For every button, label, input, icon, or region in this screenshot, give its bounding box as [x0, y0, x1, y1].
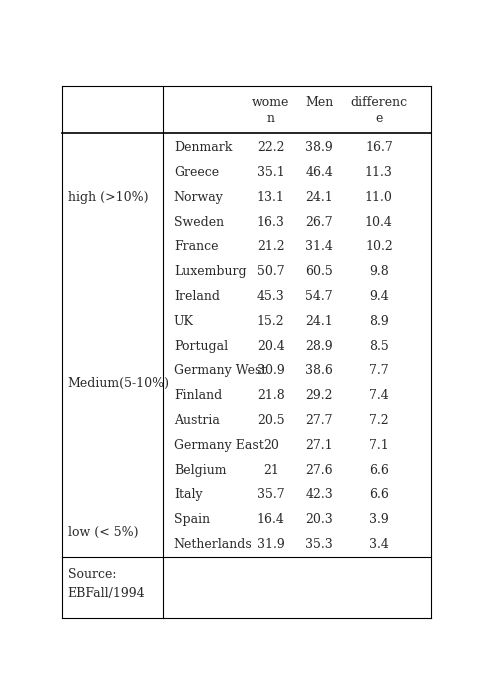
Text: 7.2: 7.2 [368, 414, 388, 427]
Text: 10.2: 10.2 [364, 240, 392, 253]
Text: Spain: Spain [173, 513, 209, 526]
Text: 27.7: 27.7 [305, 414, 332, 427]
Text: 9.4: 9.4 [368, 290, 388, 303]
Text: 38.9: 38.9 [305, 141, 332, 154]
Text: Belgium: Belgium [173, 464, 226, 477]
Text: Portugal: Portugal [173, 339, 228, 353]
Text: Sweden: Sweden [173, 215, 224, 229]
Text: 7.4: 7.4 [368, 389, 388, 402]
Text: e: e [374, 112, 382, 125]
Text: 7.7: 7.7 [368, 365, 388, 377]
Text: Netherlands: Netherlands [173, 538, 252, 551]
Text: 27.1: 27.1 [305, 439, 332, 452]
Text: France: France [173, 240, 218, 253]
Text: Finland: Finland [173, 389, 222, 402]
Text: 6.6: 6.6 [368, 464, 388, 477]
Text: 45.3: 45.3 [256, 290, 284, 303]
Text: 20.3: 20.3 [305, 513, 332, 526]
Text: Norway: Norway [173, 191, 223, 204]
Text: 16.7: 16.7 [364, 141, 392, 154]
Text: 28.9: 28.9 [305, 339, 332, 353]
Text: 46.4: 46.4 [305, 166, 333, 179]
Text: 21: 21 [262, 464, 278, 477]
Text: 27.6: 27.6 [305, 464, 332, 477]
Text: 26.7: 26.7 [305, 215, 332, 229]
Text: 6.6: 6.6 [368, 489, 388, 501]
Text: 24.1: 24.1 [305, 315, 332, 328]
Text: 8.5: 8.5 [368, 339, 388, 353]
Text: Denmark: Denmark [173, 141, 232, 154]
Text: 20: 20 [262, 439, 278, 452]
Text: 42.3: 42.3 [305, 489, 332, 501]
Text: EBFall/1994: EBFall/1994 [67, 587, 145, 600]
Text: 21.8: 21.8 [256, 389, 284, 402]
Text: 60.5: 60.5 [305, 265, 332, 278]
Text: 16.3: 16.3 [256, 215, 284, 229]
Text: 31.9: 31.9 [256, 538, 284, 551]
Text: Italy: Italy [173, 489, 202, 501]
Text: Medium(5-10%): Medium(5-10%) [67, 377, 169, 390]
Text: 16.4: 16.4 [256, 513, 284, 526]
Text: 20.4: 20.4 [256, 339, 284, 353]
Text: Ireland: Ireland [173, 290, 219, 303]
Text: wome: wome [252, 96, 289, 109]
Text: 11.3: 11.3 [364, 166, 392, 179]
Text: 3.9: 3.9 [368, 513, 388, 526]
Text: 35.1: 35.1 [256, 166, 284, 179]
Text: 7.1: 7.1 [368, 439, 388, 452]
Text: 24.1: 24.1 [305, 191, 332, 204]
Text: UK: UK [173, 315, 193, 328]
Text: 54.7: 54.7 [305, 290, 332, 303]
Text: 38.6: 38.6 [305, 365, 333, 377]
Text: Greece: Greece [173, 166, 218, 179]
Text: 29.2: 29.2 [305, 389, 332, 402]
Text: 31.4: 31.4 [305, 240, 333, 253]
Text: 21.2: 21.2 [256, 240, 284, 253]
Text: 13.1: 13.1 [256, 191, 284, 204]
Text: 15.2: 15.2 [256, 315, 284, 328]
Text: differenc: differenc [349, 96, 407, 109]
Text: Men: Men [304, 96, 333, 109]
Text: Germany West: Germany West [173, 365, 265, 377]
Text: 30.9: 30.9 [256, 365, 284, 377]
Text: 9.8: 9.8 [368, 265, 388, 278]
Text: 50.7: 50.7 [256, 265, 284, 278]
Text: Austria: Austria [173, 414, 219, 427]
Text: Source:: Source: [67, 568, 116, 581]
Text: 11.0: 11.0 [364, 191, 392, 204]
Text: 20.5: 20.5 [256, 414, 284, 427]
Text: 8.9: 8.9 [368, 315, 388, 328]
Text: 35.3: 35.3 [305, 538, 332, 551]
Text: Germany East: Germany East [173, 439, 263, 452]
Text: 35.7: 35.7 [256, 489, 284, 501]
Text: low (< 5%): low (< 5%) [67, 526, 138, 539]
Text: Luxemburg: Luxemburg [173, 265, 246, 278]
Text: n: n [266, 112, 274, 125]
Text: high (>10%): high (>10%) [67, 191, 148, 204]
Text: 3.4: 3.4 [368, 538, 388, 551]
Text: 22.2: 22.2 [256, 141, 284, 154]
Text: 10.4: 10.4 [364, 215, 392, 229]
